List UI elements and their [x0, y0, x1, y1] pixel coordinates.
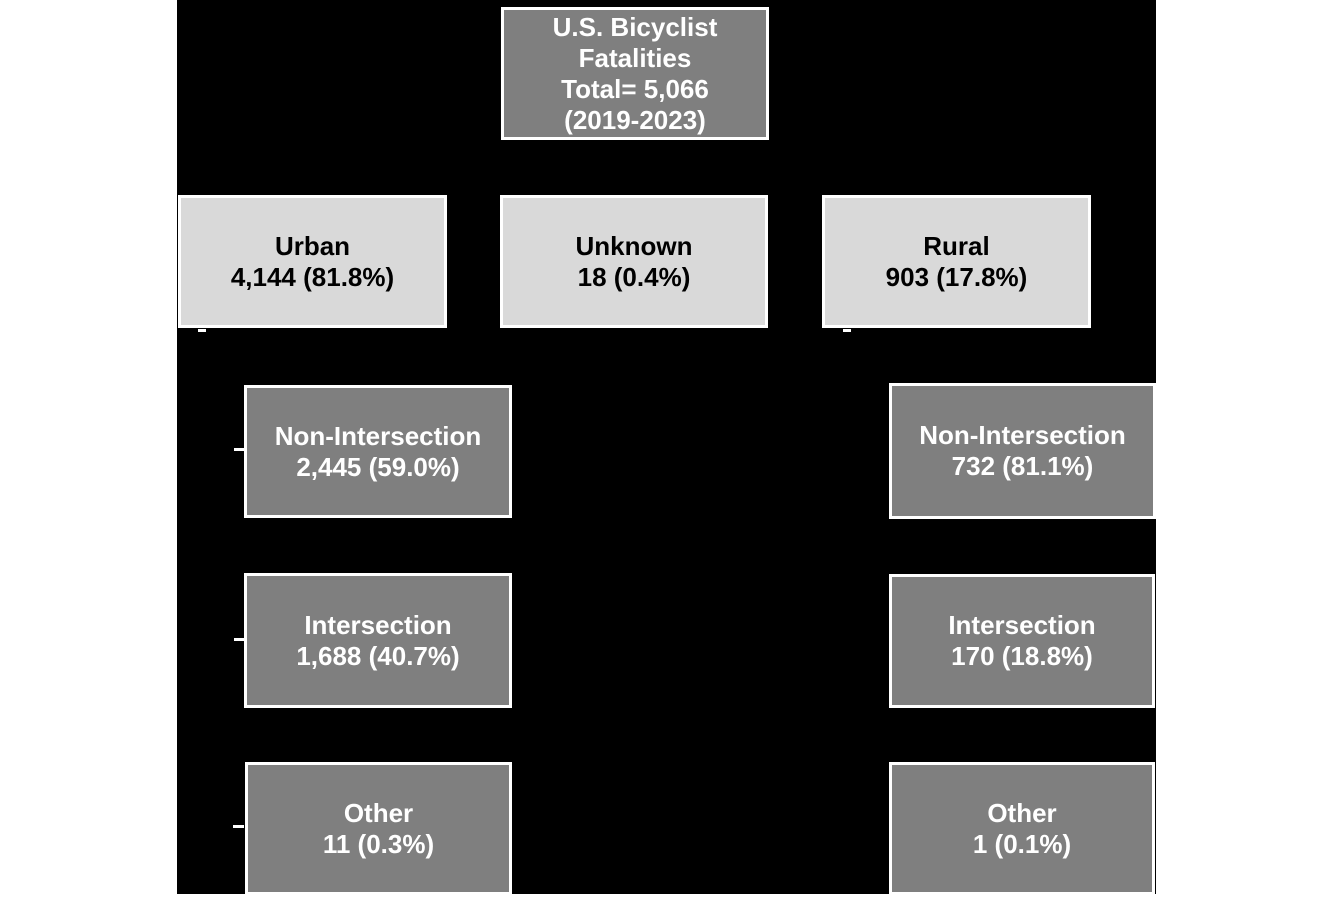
rural-intersection-value: 170 (18.8%) — [951, 641, 1093, 671]
rural-value: 903 (17.8%) — [885, 261, 1028, 292]
unknown-node: Unknown 18 (0.4%) — [500, 195, 768, 328]
connector-stub-below-rural — [843, 329, 851, 332]
root-line-3: Total= 5,066 — [561, 73, 709, 104]
urban-value: 4,144 (81.8%) — [230, 261, 395, 292]
connector-stub-urban-intersection — [234, 638, 244, 641]
diagram-canvas: U.S. Bicyclist Fatalities Total= 5,066 (… — [177, 0, 1156, 894]
connector-stub-urban-non-intersection — [234, 448, 244, 451]
rural-intersection-label: Intersection — [948, 610, 1096, 640]
urban-non-intersection-node: Non-Intersection 2,445 (59.0%) — [244, 385, 512, 518]
unknown-value: 18 (0.4%) — [577, 261, 691, 292]
urban-label: Urban — [274, 230, 351, 261]
urban-node: Urban 4,144 (81.8%) — [178, 195, 447, 328]
urban-non-intersection-value: 2,445 (59.0%) — [296, 451, 460, 482]
rural-other-label: Other — [987, 797, 1057, 828]
urban-other-value: 11 (0.3%) — [322, 828, 435, 859]
urban-intersection-value: 1,688 (40.7%) — [296, 640, 460, 671]
urban-intersection-label: Intersection — [304, 609, 452, 640]
rural-other-value: 1 (0.1%) — [972, 828, 1072, 859]
root-line-1: U.S. Bicyclist — [552, 11, 718, 42]
connector-stub-urban-other — [233, 825, 244, 828]
connector-stub-below-urban — [198, 329, 206, 332]
root-node-total-fatalities: U.S. Bicyclist Fatalities Total= 5,066 (… — [501, 7, 769, 140]
unknown-label: Unknown — [575, 230, 693, 261]
urban-intersection-node: Intersection 1,688 (40.7%) — [244, 573, 512, 708]
rural-other-node: Other 1 (0.1%) — [889, 762, 1155, 894]
root-line-4: (2019-2023) — [564, 104, 706, 135]
rural-intersection-node: Intersection 170 (18.8%) — [889, 574, 1155, 708]
urban-non-intersection-label: Non-Intersection — [274, 420, 482, 451]
root-line-2: Fatalities — [578, 42, 692, 73]
rural-node: Rural 903 (17.8%) — [822, 195, 1091, 328]
rural-label: Rural — [923, 230, 990, 261]
urban-other-node: Other 11 (0.3%) — [245, 762, 512, 894]
rural-non-intersection-value: 732 (81.1%) — [951, 451, 1094, 481]
rural-non-intersection-node: Non-Intersection 732 (81.1%) — [889, 383, 1156, 519]
rural-non-intersection-label: Non-Intersection — [919, 420, 1126, 450]
urban-other-label: Other — [343, 797, 414, 828]
